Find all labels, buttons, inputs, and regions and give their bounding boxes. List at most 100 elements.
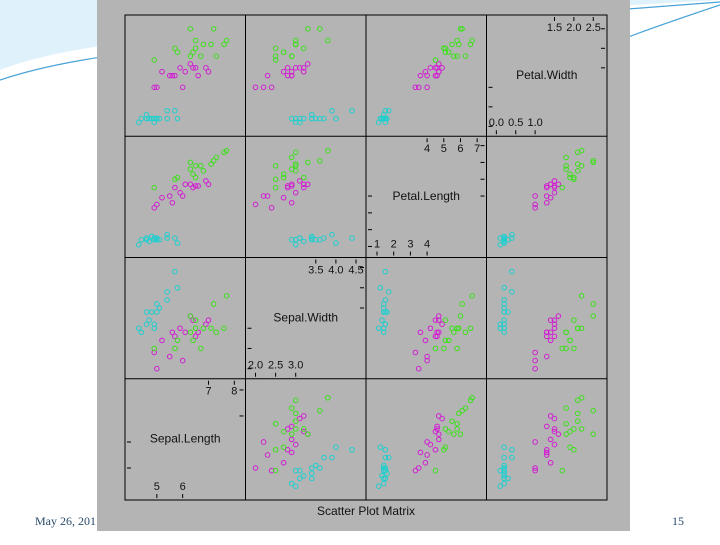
variable-name: Petal.Length bbox=[393, 189, 460, 203]
point bbox=[590, 301, 597, 307]
point bbox=[288, 449, 295, 456]
tick-label: 4.0 bbox=[328, 264, 343, 276]
point bbox=[164, 235, 170, 241]
point bbox=[329, 231, 335, 238]
point bbox=[435, 413, 442, 419]
point bbox=[292, 41, 299, 48]
point bbox=[501, 329, 507, 336]
point bbox=[543, 329, 550, 336]
point bbox=[172, 45, 178, 52]
point bbox=[532, 193, 538, 199]
point bbox=[151, 57, 158, 63]
point bbox=[182, 68, 189, 75]
point bbox=[432, 72, 439, 79]
point bbox=[434, 426, 440, 432]
point bbox=[260, 439, 267, 445]
point bbox=[578, 325, 585, 332]
point bbox=[192, 45, 199, 52]
point bbox=[296, 415, 303, 422]
point bbox=[501, 475, 507, 482]
tick-label: 1.5 bbox=[547, 22, 562, 34]
point bbox=[559, 345, 566, 352]
variable-name: Petal.Width bbox=[516, 68, 577, 82]
point bbox=[169, 199, 176, 206]
point bbox=[329, 107, 335, 114]
point bbox=[308, 115, 315, 122]
point bbox=[208, 325, 214, 332]
point bbox=[172, 107, 178, 114]
point bbox=[567, 444, 573, 450]
point bbox=[213, 53, 220, 59]
point bbox=[497, 467, 504, 474]
point bbox=[424, 353, 430, 360]
point bbox=[223, 37, 230, 44]
point bbox=[424, 357, 430, 364]
point bbox=[532, 357, 538, 364]
point bbox=[304, 26, 311, 32]
point bbox=[501, 321, 507, 327]
point bbox=[333, 115, 339, 122]
point bbox=[578, 394, 585, 401]
point bbox=[434, 423, 440, 430]
point bbox=[559, 467, 566, 474]
point bbox=[174, 49, 181, 56]
point bbox=[505, 475, 511, 482]
point bbox=[272, 176, 279, 183]
point bbox=[190, 317, 196, 323]
tick-label: 1.0 bbox=[527, 117, 542, 129]
point bbox=[442, 337, 449, 344]
point bbox=[272, 53, 279, 59]
point bbox=[292, 467, 299, 474]
point bbox=[312, 462, 319, 469]
point bbox=[501, 444, 507, 450]
variable-name: Sepal.Length bbox=[150, 432, 221, 446]
point bbox=[317, 26, 323, 32]
point bbox=[292, 37, 299, 44]
point bbox=[197, 53, 204, 59]
point bbox=[509, 446, 515, 453]
point bbox=[509, 454, 515, 461]
point bbox=[578, 426, 585, 432]
point bbox=[412, 349, 419, 356]
point bbox=[497, 483, 504, 489]
point bbox=[292, 418, 299, 424]
point bbox=[424, 452, 430, 458]
point bbox=[547, 194, 554, 201]
tick-label: 0.0 bbox=[489, 117, 504, 129]
point bbox=[547, 181, 554, 188]
point bbox=[260, 193, 267, 199]
point bbox=[329, 454, 335, 461]
point bbox=[272, 446, 279, 453]
point bbox=[442, 317, 449, 323]
chart-title: Scatter Plot Matrix bbox=[317, 504, 415, 518]
point bbox=[382, 107, 389, 114]
point bbox=[304, 61, 311, 67]
point bbox=[543, 449, 550, 456]
point bbox=[187, 61, 194, 67]
point bbox=[288, 405, 295, 411]
point bbox=[292, 65, 299, 71]
point bbox=[296, 178, 303, 184]
point bbox=[138, 236, 145, 243]
point bbox=[349, 446, 355, 453]
point bbox=[454, 345, 460, 352]
point bbox=[317, 115, 323, 122]
point bbox=[143, 309, 150, 315]
point bbox=[288, 183, 295, 189]
point bbox=[203, 65, 209, 71]
point bbox=[288, 423, 295, 430]
point bbox=[563, 405, 569, 411]
point bbox=[497, 241, 504, 248]
point bbox=[280, 171, 287, 177]
point bbox=[292, 441, 299, 448]
point bbox=[172, 333, 178, 340]
point bbox=[385, 107, 392, 114]
tick-label: 4.5 bbox=[348, 264, 363, 276]
point bbox=[182, 329, 189, 336]
point bbox=[166, 193, 173, 199]
point bbox=[457, 313, 464, 319]
point bbox=[440, 45, 447, 52]
point bbox=[422, 68, 429, 75]
point bbox=[197, 162, 204, 169]
point bbox=[571, 345, 577, 352]
